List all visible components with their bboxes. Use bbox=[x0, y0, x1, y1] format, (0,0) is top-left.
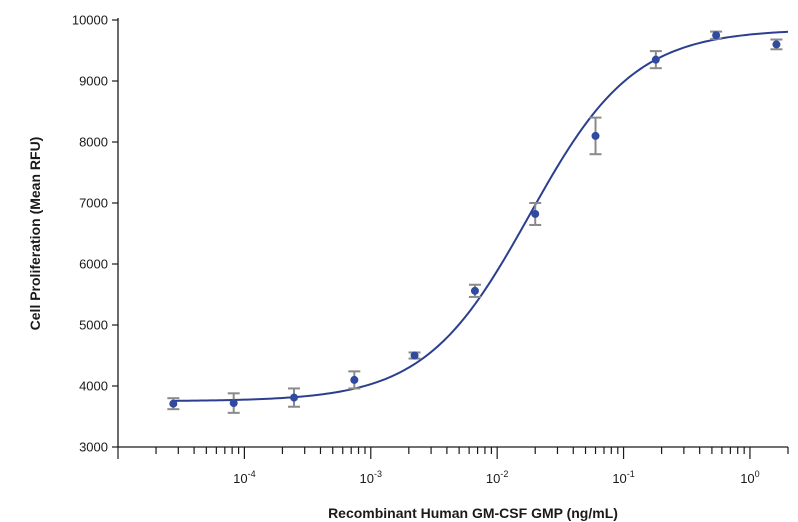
data-point bbox=[470, 286, 479, 295]
y-tick-label: 5000 bbox=[79, 318, 108, 333]
x-tick-label: 10-2 bbox=[486, 469, 508, 486]
y-tick-label: 4000 bbox=[79, 379, 108, 394]
x-tick-label: 10-1 bbox=[612, 469, 634, 486]
data-point bbox=[410, 351, 419, 360]
data-point bbox=[772, 40, 781, 49]
data-point bbox=[651, 55, 660, 64]
data-point bbox=[290, 393, 299, 402]
y-tick-label: 7000 bbox=[79, 196, 108, 211]
data-point bbox=[712, 31, 721, 40]
x-tick-label: 10-3 bbox=[360, 469, 382, 486]
y-tick-label: 3000 bbox=[79, 440, 108, 455]
data-point bbox=[531, 209, 540, 218]
y-axis-title: Cell Proliferation (Mean RFU) bbox=[27, 137, 43, 331]
data-point bbox=[591, 131, 600, 140]
error-bars bbox=[167, 30, 783, 414]
y-tick-label: 6000 bbox=[79, 257, 108, 272]
y-tick-label: 8000 bbox=[79, 135, 108, 150]
y-axis-ticks: 3000 4000 5000 6000 7000 8000 9000 10000 bbox=[72, 13, 118, 455]
data-point bbox=[169, 399, 178, 408]
data-points bbox=[169, 31, 781, 408]
x-axis-title: Recombinant Human GM-CSF GMP (ng/mL) bbox=[328, 505, 618, 521]
x-axis-ticks: 10-4 10-3 10-2 10-1 100 bbox=[117, 447, 789, 486]
fit-curve bbox=[173, 30, 789, 402]
x-tick-label: 10-4 bbox=[233, 469, 255, 486]
y-tick-label: 9000 bbox=[79, 74, 108, 89]
data-point bbox=[229, 399, 238, 408]
data-point bbox=[350, 375, 359, 384]
y-tick-label: 10000 bbox=[72, 13, 108, 28]
x-tick-label: 100 bbox=[740, 469, 759, 486]
